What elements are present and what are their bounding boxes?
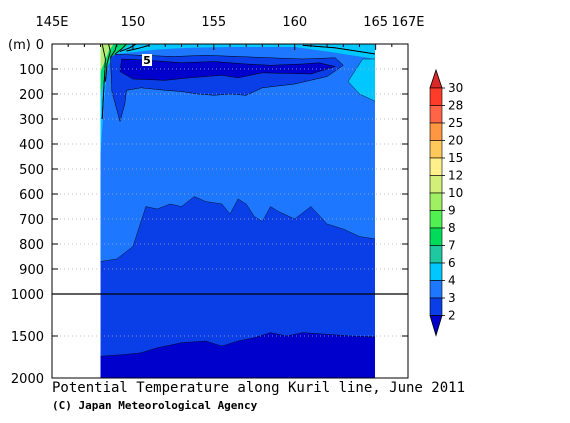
colorbar-box-6: [429, 262, 443, 281]
svg-text:5: 5: [143, 54, 151, 67]
contour-label-5: 5: [142, 54, 152, 67]
colorbar-bottom-triangle: [429, 315, 443, 337]
colorbar-label-30: 30: [448, 81, 463, 95]
coastal-contour-top-4: [119, 44, 137, 52]
colorbar-box-20: [429, 140, 443, 159]
colorbar-legend: 30 28 25 20 15 12 10 9 8 7 6 4 3 2: [429, 68, 463, 337]
grid-lines: [52, 68, 408, 337]
colorbar-box-30: [429, 87, 443, 106]
y-tick-label-200: 200: [19, 88, 44, 103]
coastal-warm-wedge: [100, 44, 130, 94]
east-warm-edge: [347, 58, 375, 102]
chart-title: Potential Temperature along Kuril line, …: [52, 380, 465, 396]
x-tick-label-155: 155: [201, 15, 226, 30]
colorbar-top-triangle: [429, 68, 443, 89]
y-tick-label-500: 500: [19, 163, 44, 178]
y-tick-label-0: 0: [36, 38, 44, 53]
x-tick-label-150: 150: [120, 15, 145, 30]
chart-credit: (C) Japan Meteorological Agency: [52, 399, 258, 412]
colorbar-label-20: 20: [448, 134, 463, 148]
y-axis-unit: (m): [8, 38, 31, 53]
colorbar-label-12: 12: [448, 169, 463, 183]
x-tick-label-167: 167E: [391, 15, 424, 30]
y-tick-label-100: 100: [19, 63, 44, 78]
colorbar-box-28: [429, 105, 443, 124]
colorbar-box-12: [429, 175, 443, 194]
x-tick-label-145: 145E: [35, 15, 68, 30]
x-axis: 145E 150 155 160 165 167E: [35, 15, 425, 50]
coastal-contour-top-1: [104, 44, 111, 82]
y-tick-label-1000: 1000: [11, 288, 44, 303]
y-tick-label-1500: 1500: [11, 330, 44, 345]
colorbar-box-15: [429, 157, 443, 176]
colorbar-label-4: 4: [448, 274, 456, 288]
coastal-contour-top-2: [109, 44, 118, 59]
colorbar-label-10: 10: [448, 186, 463, 200]
colorbar-label-9: 9: [448, 204, 456, 218]
colorbar-label-2: 2: [448, 309, 456, 323]
x-tick-label-160: 160: [282, 15, 307, 30]
coastal-contour-top-6: [302, 44, 375, 55]
y-tick-label-600: 600: [19, 188, 44, 203]
colorbar-box-10: [429, 192, 443, 211]
x-tick-label-165: 165: [363, 15, 388, 30]
y-tick-label-800: 800: [19, 238, 44, 253]
coastal-contour-top-3: [114, 44, 127, 55]
y-tick-label-400: 400: [19, 138, 44, 153]
cold-core: [119, 58, 337, 81]
colorbar-box-9: [429, 210, 443, 229]
y-axis: (m) 0 100 200 300 400 500 600 700 800 900 1000 1500…: [8, 38, 408, 387]
y-tick-label-900: 900: [19, 263, 44, 278]
colorbar-label-25: 25: [448, 116, 463, 130]
colorbar-box-25: [429, 122, 443, 141]
colorbar-label-15: 15: [448, 151, 463, 165]
coastal-contour-top-5: [126, 44, 150, 52]
colorbar-label-3: 3: [448, 291, 456, 305]
isotherm-contour: [100, 196, 375, 262]
band-3-4-middle: [100, 44, 375, 262]
colorbar-box-4: [429, 280, 443, 299]
colorbar-box-3: [429, 297, 443, 316]
colorbar-box-8: [429, 227, 443, 246]
colorbar-label-28: 28: [448, 99, 463, 113]
colorbar-label-6: 6: [448, 256, 456, 270]
temperature-section-fill: [100, 44, 375, 378]
coastal-contour-top-0: [101, 44, 106, 120]
y-tick-label-300: 300: [19, 113, 44, 128]
y-tick-label-2000: 2000: [11, 372, 44, 387]
colorbar-box-7: [429, 245, 443, 264]
band-below-2-deep: [100, 332, 375, 378]
y-tick-label-700: 700: [19, 213, 44, 228]
colorbar-label-8: 8: [448, 221, 456, 235]
deep-contour: [100, 332, 375, 357]
colorbar-label-7: 7: [448, 239, 456, 253]
